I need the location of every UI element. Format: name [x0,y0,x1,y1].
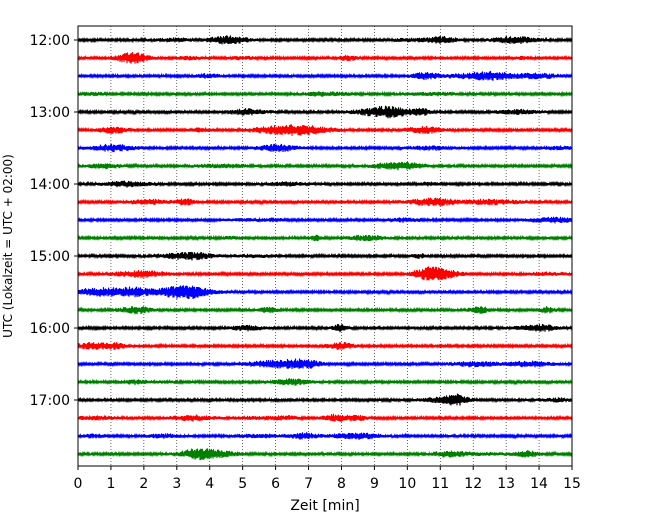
x-tick-label: 2 [139,476,148,492]
y-tick-label: 13:00 [30,105,70,121]
trace-1630 [77,358,573,370]
x-tick-label: 14 [530,476,548,492]
trace-1315 [77,124,573,136]
y-axis: 12:00 13:00 14:00 15:00 16:00 17:00 [30,33,78,409]
x-tick-label: 11 [431,476,449,492]
trace-1345 [77,161,573,171]
x-tick-label: 5 [238,476,247,492]
x-tick-label: 10 [398,476,416,492]
trace-1530 [77,285,573,300]
plot-area [78,26,572,466]
vertical-gridlines [110,26,540,466]
trace-1445 [77,234,573,242]
trace-1700 [77,393,573,406]
seismic-traces [77,35,573,461]
trace-1730 [77,432,573,440]
trace-1545 [77,306,573,315]
trace-1645 [77,378,573,386]
x-tick-label: 12 [464,476,482,492]
trace-1245 [77,90,573,98]
x-axis: 0 1 2 3 4 5 6 7 8 9 10 11 12 13 14 15 [74,466,581,492]
trace-1415 [77,197,573,207]
trace-1200 [77,35,573,45]
y-axis-label: UTC (Lokalzeit = UTC + 02:00) [1,154,15,338]
y-tick-label: 12:00 [30,33,70,49]
y-tick-label: 14:00 [30,177,70,193]
trace-1615 [77,342,573,350]
trace-1600 [77,323,573,333]
trace-1715 [77,413,573,422]
x-tick-label: 0 [74,476,83,492]
x-tick-label: 13 [497,476,515,492]
x-tick-label: 15 [563,476,581,492]
trace-1400 [77,180,573,188]
x-tick-label: 3 [172,476,181,492]
trace-1215 [77,51,573,64]
trace-1230 [77,70,573,81]
y-tick-label: 17:00 [30,393,70,409]
trace-1745 [77,448,573,461]
x-tick-label: 9 [370,476,379,492]
y-tick-label: 16:00 [30,321,70,337]
trace-1430 [77,216,573,224]
x-tick-label: 4 [205,476,214,492]
y-tick-label: 15:00 [30,249,70,265]
x-axis-label: Zeit [min] [290,498,359,514]
trace-1500 [77,252,573,261]
trace-1515 [77,266,573,281]
trace-1300 [77,105,573,119]
plot-frame [77,25,573,467]
x-tick-label: 1 [106,476,115,492]
x-tick-label: 6 [271,476,280,492]
trace-1330 [77,143,573,153]
x-tick-label: 7 [304,476,313,492]
x-tick-label: 8 [337,476,346,492]
